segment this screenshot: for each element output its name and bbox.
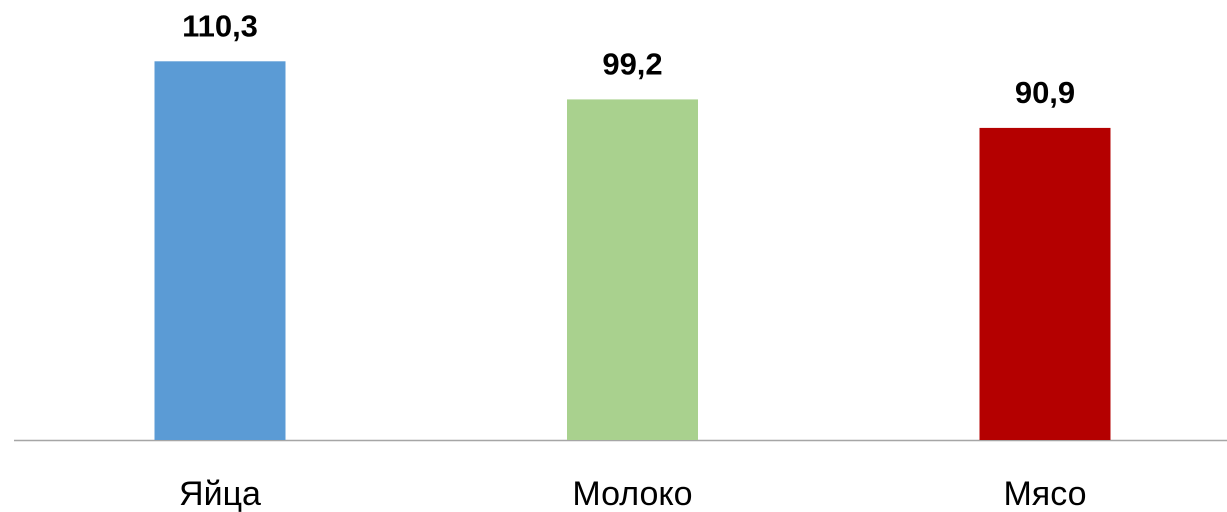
bar bbox=[154, 61, 286, 440]
x-tick-label: Мясо bbox=[1003, 475, 1086, 512]
x-tick-label: Яйца bbox=[179, 475, 261, 512]
bar bbox=[979, 127, 1111, 440]
x-tick-label: Молоко bbox=[572, 475, 692, 512]
value-label: 110,3 bbox=[182, 8, 258, 43]
value-label: 99,2 bbox=[602, 47, 662, 82]
value-label: 90,9 bbox=[1015, 75, 1075, 110]
bar bbox=[567, 99, 698, 440]
